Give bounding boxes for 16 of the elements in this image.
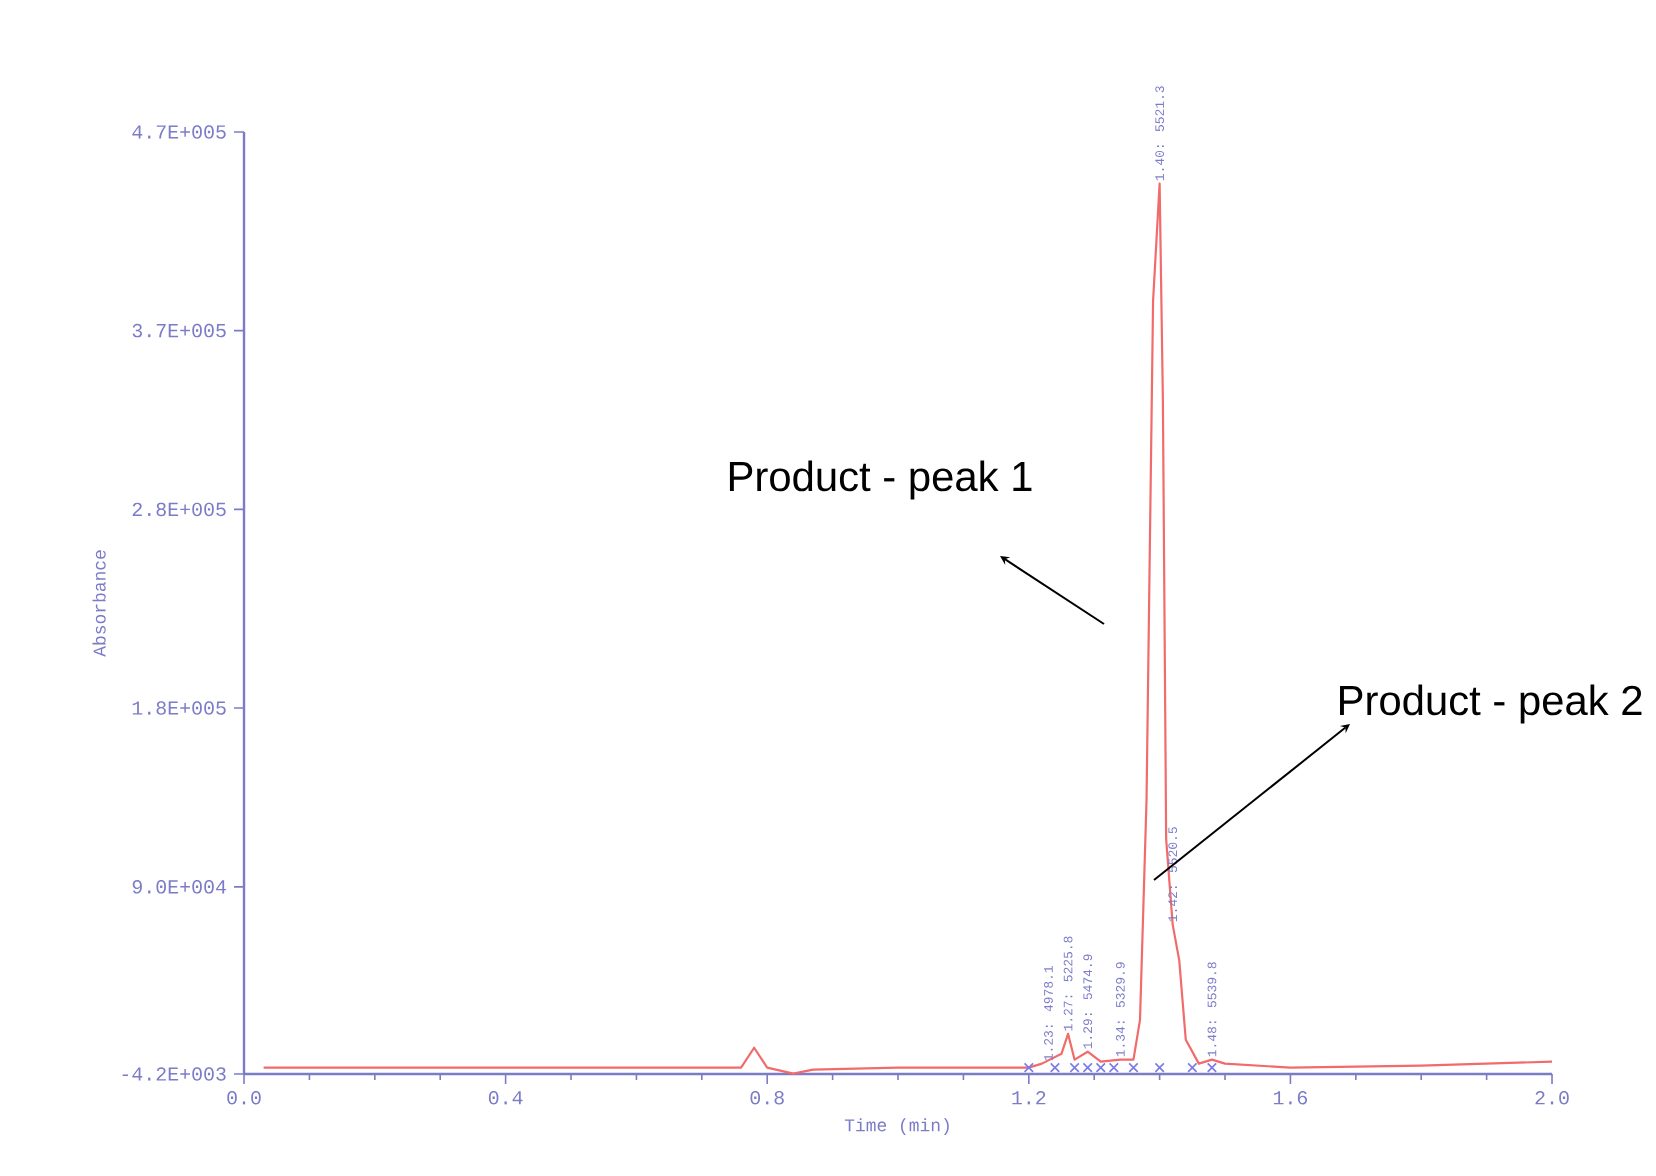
x-axis-title: Time (min): [844, 1118, 949, 1135]
y-tick-label: 3.7E+005: [132, 323, 226, 338]
x-tick-label: 0.0: [227, 1090, 261, 1105]
y-tick-label: 9.0E+004: [132, 880, 226, 894]
annotation: Product - peak 1: [729, 460, 1032, 500]
x-tick-label: 1.2: [1012, 1090, 1046, 1105]
y-axis-title: Absorbance: [92, 550, 106, 657]
y-tick-label: 2.8E+005: [132, 502, 226, 517]
y-tick-label: -4.2E+003: [122, 1067, 226, 1081]
x-tick-label: 2.0: [1535, 1090, 1569, 1105]
x-tick-label: 1.6: [1273, 1090, 1308, 1105]
x-tick-label: 0.8: [750, 1090, 784, 1105]
y-tick-label: 1.8E+005: [132, 701, 226, 715]
annotation: Product - peak 2: [1340, 684, 1642, 724]
x-tick-label: 0.4: [488, 1090, 523, 1105]
y-tick-label: 4.7E+005: [132, 125, 226, 139]
